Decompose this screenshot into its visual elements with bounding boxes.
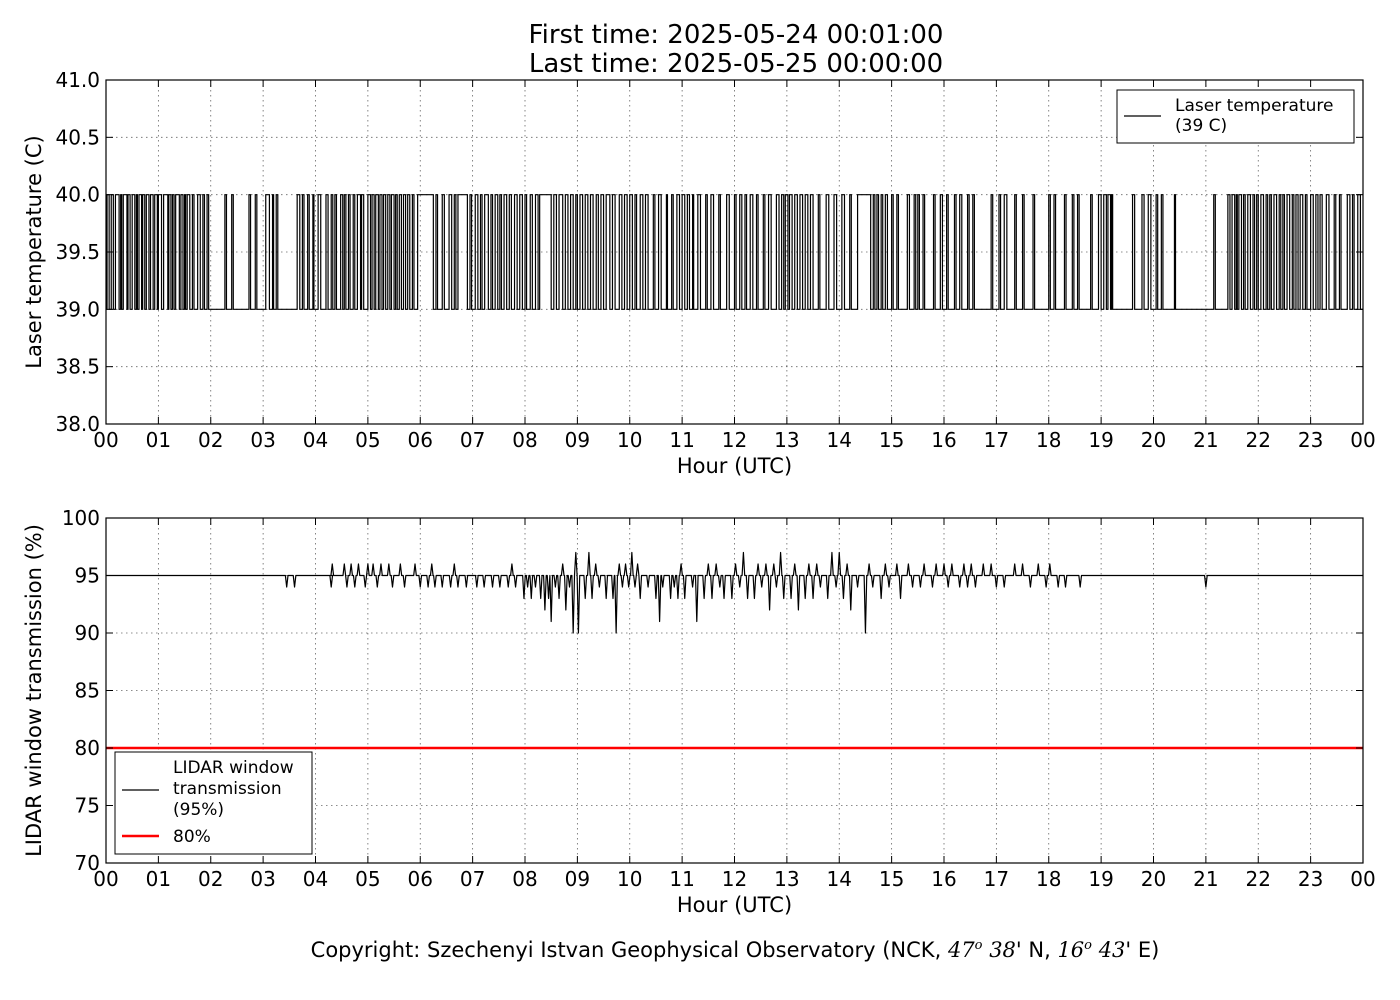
lidar-y-tick-label: 80 bbox=[75, 736, 100, 760]
lidar-x-axis-label: Hour (UTC) bbox=[677, 893, 792, 917]
lidar-x-tick-label: 03 bbox=[250, 867, 275, 891]
laser-y-tick-label: 41.0 bbox=[55, 68, 100, 92]
laser-x-tick-label: 23 bbox=[1298, 428, 1323, 452]
lidar-x-tick-label: 00 bbox=[1350, 867, 1375, 891]
laser-x-tick-label: 19 bbox=[1088, 428, 1113, 452]
lidar-transmission-chart: 00 01 02 03 04 05 06 07 08 09 10 11 12 13 14 15 16 17 18 19… bbox=[22, 506, 1376, 917]
laser-y-tick-label: 39.0 bbox=[55, 297, 100, 321]
laser-x-tick-label: 11 bbox=[669, 428, 694, 452]
lidar-x-tick-label: 04 bbox=[303, 867, 328, 891]
copyright-text: Copyright: Szechenyi Istvan Geophysical … bbox=[311, 938, 1160, 962]
laser-x-tick-label: 01 bbox=[146, 428, 171, 452]
lidar-x-tick-label: 07 bbox=[460, 867, 485, 891]
copyright-lon-degree-mark: o bbox=[1084, 938, 1092, 953]
copyright-lon-space bbox=[1092, 938, 1099, 962]
laser-x-tick-label: 02 bbox=[198, 428, 223, 452]
lidar-x-tick-label: 14 bbox=[827, 867, 852, 891]
copyright-lat-degree-mark: o bbox=[975, 938, 983, 953]
title-line-1: First time: 2025-05-24 00:01:00 bbox=[529, 20, 944, 50]
laser-y-tick-label: 40.0 bbox=[55, 183, 100, 207]
lidar-x-tick-label: 05 bbox=[355, 867, 380, 891]
lidar-x-tick-label: 10 bbox=[617, 867, 642, 891]
laser-y-tick-label: 39.5 bbox=[55, 240, 100, 264]
laser-x-tick-label: 10 bbox=[617, 428, 642, 452]
laser-x-tick-label: 17 bbox=[984, 428, 1009, 452]
laser-x-tick-label: 07 bbox=[460, 428, 485, 452]
laser-x-tick-label: 16 bbox=[931, 428, 956, 452]
lidar-x-tick-label: 16 bbox=[931, 867, 956, 891]
laser-x-tick-label: 08 bbox=[512, 428, 537, 452]
laser-temperature-chart: 00 01 02 03 04 05 06 07 08 09 10 11 12 13 14 15 16 17 18 19… bbox=[22, 68, 1376, 478]
laser-legend-box bbox=[1116, 89, 1355, 144]
laser-y-tick-label: 40.5 bbox=[55, 125, 100, 149]
lidar-x-tick-label: 13 bbox=[774, 867, 799, 891]
lidar-x-tick-label: 06 bbox=[408, 867, 433, 891]
copyright-lon-deg: 16 bbox=[1057, 938, 1084, 962]
lidar-x-tick-label: 15 bbox=[879, 867, 904, 891]
lidar-y-tick-label: 95 bbox=[75, 564, 100, 588]
laser-x-tick-label: 22 bbox=[1246, 428, 1271, 452]
lidar-y-tick-label: 70 bbox=[75, 851, 100, 875]
lidar-y-tick-label: 90 bbox=[75, 621, 100, 645]
title-line-2: Last time: 2025-05-25 00:00:00 bbox=[529, 49, 943, 79]
copyright-lon-min: 43 bbox=[1098, 938, 1126, 962]
copyright-lon-rest: ' E) bbox=[1125, 938, 1159, 962]
lidar-x-tick-label: 22 bbox=[1246, 867, 1271, 891]
lidar-y-axis-label: LIDAR window transmission (%) bbox=[22, 524, 46, 857]
lidar-x-tick-label: 12 bbox=[722, 867, 747, 891]
lidar-series-line bbox=[106, 551, 1363, 634]
copyright-lat-deg: 47 bbox=[947, 938, 975, 962]
lidar-y-tick-label: 85 bbox=[75, 679, 100, 703]
lidar-x-tick-label: 01 bbox=[146, 867, 171, 891]
laser-x-tick-label: 06 bbox=[408, 428, 433, 452]
lidar-x-tick-label: 19 bbox=[1088, 867, 1113, 891]
lidar-x-tick-label: 00 bbox=[93, 867, 118, 891]
lidar-legend-label-transmission: LIDAR window bbox=[173, 758, 294, 778]
laser-x-tick-label: 18 bbox=[1036, 428, 1061, 452]
lidar-x-tick-label: 17 bbox=[984, 867, 1009, 891]
laser-x-tick-label: 00 bbox=[93, 428, 118, 452]
laser-x-tick-label: 09 bbox=[565, 428, 590, 452]
copyright-lat-rest: ' N, bbox=[1016, 938, 1058, 962]
lidar-x-tick-label: 08 bbox=[512, 867, 537, 891]
laser-x-tick-label: 13 bbox=[774, 428, 799, 452]
copyright-lat-space bbox=[983, 938, 990, 962]
laser-x-tick-label: 21 bbox=[1193, 428, 1218, 452]
laser-y-tick-label: 38.5 bbox=[55, 355, 100, 379]
laser-y-axis-label: Laser temperature (C) bbox=[22, 135, 46, 368]
laser-x-tick-label: 00 bbox=[1350, 428, 1375, 452]
lidar-x-tick-label: 23 bbox=[1298, 867, 1323, 891]
lidar-legend-label-threshold: 80% bbox=[173, 827, 211, 847]
lidar-y-tick-label: 75 bbox=[75, 794, 100, 818]
laser-y-tick-label: 38.0 bbox=[55, 412, 100, 436]
lidar-x-tick-label: 09 bbox=[565, 867, 590, 891]
lidar-legend-label-transmission: transmission bbox=[173, 779, 282, 799]
lidar-x-tick-label: 21 bbox=[1193, 867, 1218, 891]
copyright-prefix: Copyright: Szechenyi Istvan Geophysical … bbox=[311, 938, 948, 962]
laser-x-tick-label: 15 bbox=[879, 428, 904, 452]
lidar-x-tick-label: 18 bbox=[1036, 867, 1061, 891]
laser-x-tick-label: 03 bbox=[250, 428, 275, 452]
laser-series-line bbox=[106, 194, 1363, 310]
copyright-lat-min: 38 bbox=[989, 938, 1016, 962]
laser-legend-label: Laser temperature bbox=[1175, 96, 1333, 116]
lidar-x-tick-label: 11 bbox=[669, 867, 694, 891]
lidar-y-tick-label: 100 bbox=[62, 506, 100, 530]
lidar-legend-label-transmission: (95%) bbox=[173, 800, 224, 820]
lidar-x-tick-label: 20 bbox=[1141, 867, 1166, 891]
laser-x-tick-label: 04 bbox=[303, 428, 328, 452]
laser-x-tick-label: 05 bbox=[355, 428, 380, 452]
lidar-x-tick-label: 02 bbox=[198, 867, 223, 891]
laser-x-tick-label: 20 bbox=[1141, 428, 1166, 452]
laser-x-tick-label: 14 bbox=[827, 428, 852, 452]
laser-legend-label: (39 C) bbox=[1175, 116, 1227, 136]
laser-x-tick-label: 12 bbox=[722, 428, 747, 452]
laser-x-axis-label: Hour (UTC) bbox=[677, 454, 792, 478]
